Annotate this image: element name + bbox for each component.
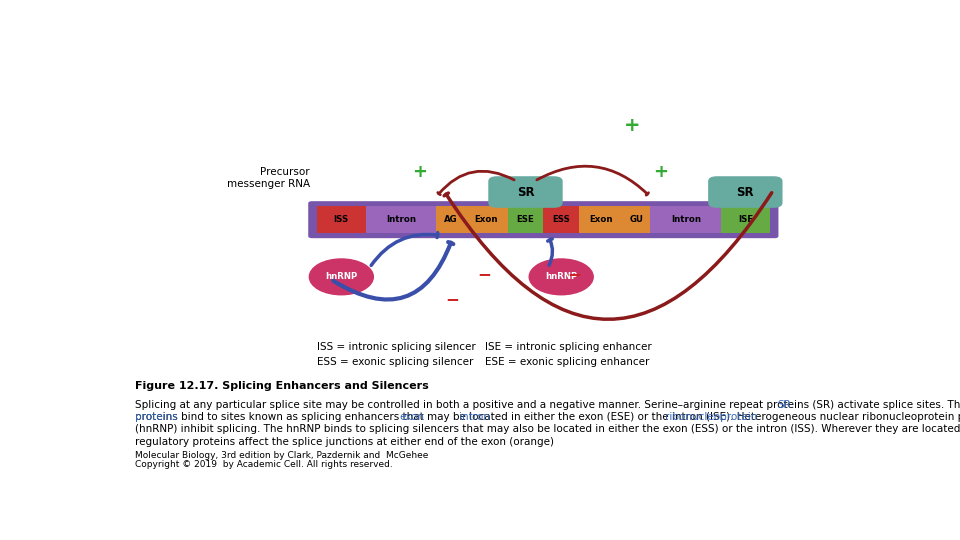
Text: −: − xyxy=(478,265,492,284)
FancyBboxPatch shape xyxy=(708,176,782,208)
Text: SR: SR xyxy=(516,186,535,199)
Text: ISS = intronic splicing silencer: ISS = intronic splicing silencer xyxy=(317,342,476,352)
Text: ISS: ISS xyxy=(334,215,349,224)
Text: Exon: Exon xyxy=(588,215,612,224)
FancyBboxPatch shape xyxy=(308,201,779,238)
Text: hnRNP: hnRNP xyxy=(545,272,577,281)
Text: +: + xyxy=(624,116,641,134)
Text: Splicing at any particular splice site may be controlled in both a positive and : Splicing at any particular splice site m… xyxy=(134,400,960,409)
Text: Copyright © 2019  by Academic Cell. All rights reserved.: Copyright © 2019 by Academic Cell. All r… xyxy=(134,460,393,469)
FancyBboxPatch shape xyxy=(508,206,543,233)
Circle shape xyxy=(309,259,373,295)
Text: ESS: ESS xyxy=(552,215,570,224)
Text: ESS = exonic splicing silencer: ESS = exonic splicing silencer xyxy=(317,357,473,367)
Text: intron: intron xyxy=(459,412,491,422)
FancyBboxPatch shape xyxy=(465,206,508,233)
Text: proteins bind to sites known as splicing enhancers that may be located in either: proteins bind to sites known as splicing… xyxy=(134,412,960,422)
Text: −: − xyxy=(567,265,582,284)
Text: ribonucleoprotein: ribonucleoprotein xyxy=(664,412,757,422)
FancyBboxPatch shape xyxy=(721,206,770,233)
Text: exon: exon xyxy=(399,412,424,422)
Text: AG: AG xyxy=(444,215,457,224)
Text: regulatory proteins affect the splice junctions at either end of the exon (orang: regulatory proteins affect the splice ju… xyxy=(134,437,554,447)
FancyBboxPatch shape xyxy=(651,206,721,233)
Text: +: + xyxy=(413,163,427,181)
Text: ESE: ESE xyxy=(516,215,535,224)
Text: ISE = intronic splicing enhancer: ISE = intronic splicing enhancer xyxy=(485,342,651,352)
FancyBboxPatch shape xyxy=(543,206,579,233)
Text: ESE = exonic splicing enhancer: ESE = exonic splicing enhancer xyxy=(485,357,649,367)
Text: Intron: Intron xyxy=(671,215,701,224)
FancyBboxPatch shape xyxy=(366,206,436,233)
Text: SR: SR xyxy=(736,186,755,199)
FancyBboxPatch shape xyxy=(579,206,622,233)
Text: Molecular Biology, 3rd edition by Clark, Pazdernik and  McGehee: Molecular Biology, 3rd edition by Clark,… xyxy=(134,451,428,460)
FancyBboxPatch shape xyxy=(317,206,366,233)
Text: Intron: Intron xyxy=(386,215,416,224)
Text: +: + xyxy=(654,163,668,181)
Text: hnRNP: hnRNP xyxy=(325,272,357,281)
Text: Figure 12.17. Splicing Enhancers and Silencers: Figure 12.17. Splicing Enhancers and Sil… xyxy=(134,381,428,391)
Text: (hnRNP) inhibit splicing. The hnRNP binds to splicing silencers that may also be: (hnRNP) inhibit splicing. The hnRNP bind… xyxy=(134,424,960,435)
FancyBboxPatch shape xyxy=(489,176,563,208)
Text: ISE: ISE xyxy=(738,215,753,224)
FancyBboxPatch shape xyxy=(622,206,651,233)
Text: GU: GU xyxy=(630,215,643,224)
Text: proteins: proteins xyxy=(134,412,178,422)
Text: SR: SR xyxy=(777,400,791,409)
Text: Exon: Exon xyxy=(474,215,498,224)
Text: Precursor
messenger RNA: Precursor messenger RNA xyxy=(227,167,310,188)
FancyBboxPatch shape xyxy=(436,206,465,233)
Circle shape xyxy=(529,259,593,295)
Text: −: − xyxy=(445,290,460,308)
